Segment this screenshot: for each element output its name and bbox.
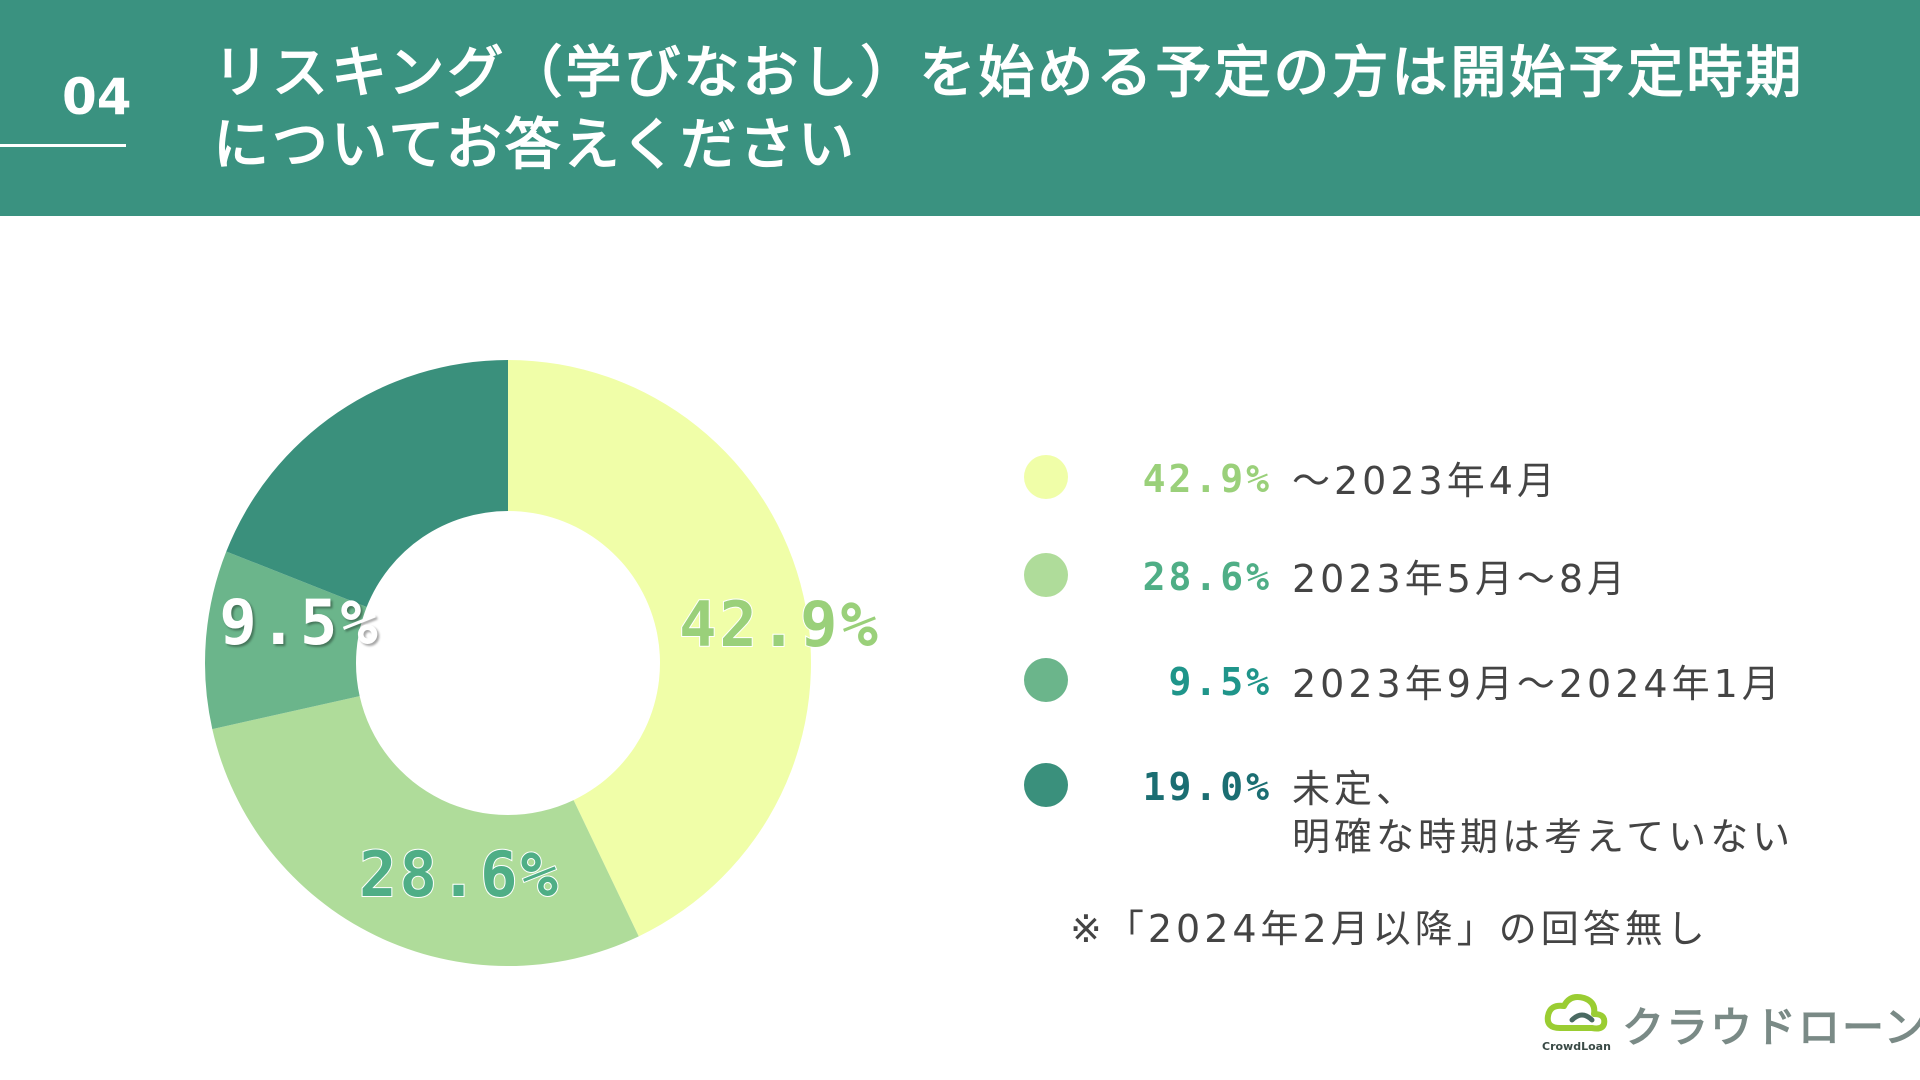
legend-label-1-line-1: ～2023年4月 — [1292, 459, 1559, 503]
legend-label-3: 2023年9月～2024年1月 — [1292, 660, 1784, 708]
legend-label-1: ～2023年4月 — [1292, 457, 1559, 505]
question-number: 04 — [62, 68, 132, 126]
legend-swatch-2 — [1024, 553, 1068, 597]
title-line-1: リスキング（学びなおし）を始める予定の方は開始予定時期 — [213, 41, 1805, 106]
slice-label-2: 28.6% — [359, 838, 561, 911]
legend-percent-3: 9.5% — [1168, 660, 1272, 704]
legend-swatch-4 — [1024, 763, 1068, 807]
legend-percent-2: 28.6% — [1142, 555, 1272, 599]
legend-label-4: 未定、 明確な時期は考えていない — [1292, 765, 1794, 861]
donut-slice-4 — [226, 360, 509, 608]
legend-label-2-line-1: 2023年5月～8月 — [1292, 557, 1630, 601]
footnote: ※「2024年2月以降」の回答無し — [1070, 907, 1709, 951]
legend-label-4-line-1: 未定、 — [1292, 767, 1419, 811]
donut-slice-2 — [212, 696, 639, 967]
logo-subtext: CrowdLoan — [1542, 1040, 1611, 1053]
legend-label-2: 2023年5月～8月 — [1292, 555, 1629, 603]
brand-logo: クラウドローン CrowdLoan — [1542, 990, 1920, 1060]
donut-chart: 42.9% 28.6% 9.5% — [204, 360, 881, 967]
legend-swatch-1 — [1024, 455, 1068, 499]
title-line-2: についてお答えください — [213, 113, 857, 178]
legend-percent-4: 19.0% — [1142, 765, 1272, 809]
question-number-underline — [0, 144, 126, 147]
legend-percent-1: 42.9% — [1142, 457, 1272, 501]
legend-label-4-line-2: 明確な時期は考えていない — [1292, 815, 1795, 859]
legend-swatch-3 — [1024, 658, 1068, 702]
legend-label-3-line-1: 2023年9月～2024年1月 — [1292, 662, 1784, 706]
slice-label-1: 42.9% — [679, 588, 881, 661]
header-bar: 04 リスキング（学びなおし）を始める予定の方は開始予定時期 についてお答えくだ… — [0, 0, 1920, 216]
logo-text: クラウドローン — [1622, 1003, 1920, 1052]
cloud-icon — [1544, 994, 1608, 1032]
slice-label-3: 9.5% — [219, 586, 380, 659]
donut-slice-3 — [204, 551, 367, 730]
page-title: リスキング（学びなおし）を始める予定の方は開始予定時期 についてお答えください — [213, 38, 1893, 182]
donut-slice-1 — [508, 360, 812, 937]
